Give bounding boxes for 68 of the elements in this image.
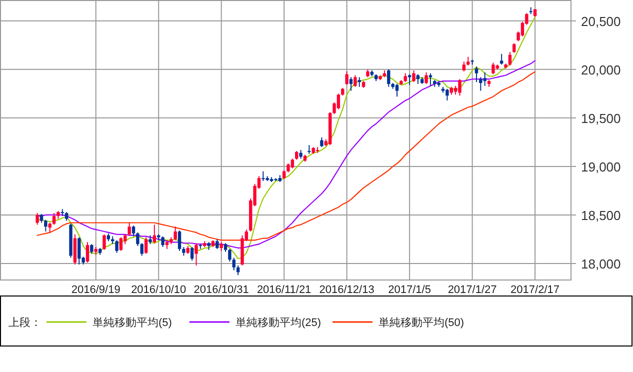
candlestick <box>446 88 449 101</box>
candlestick <box>500 53 504 66</box>
candlestick <box>140 242 144 256</box>
legend-label: 単純移動平均(25) <box>236 317 322 329</box>
candlestick <box>44 219 48 232</box>
candlestick <box>115 240 118 254</box>
candlestick <box>416 74 420 84</box>
y-tick-label: 18,500 <box>581 208 621 223</box>
candlestick <box>412 70 416 83</box>
y-tick-label: 20,000 <box>581 62 621 78</box>
candlestick <box>336 93 340 110</box>
candlestick <box>483 72 486 86</box>
candlestick <box>320 136 324 148</box>
candlestick <box>161 236 164 248</box>
candlestick <box>194 242 198 266</box>
candlestick <box>48 222 52 233</box>
candlestick <box>458 78 462 96</box>
y-tick-label: 20,500 <box>581 14 621 29</box>
candlestick <box>262 170 265 182</box>
x-tick-label: 2016/9/19 <box>71 284 120 296</box>
candlestick <box>216 238 219 250</box>
candlestick <box>492 62 495 75</box>
y-tick-label: 18,000 <box>581 256 621 272</box>
candlestick <box>86 242 90 264</box>
x-tick-label: 2016/10/10 <box>131 284 186 296</box>
candlestick <box>132 225 136 237</box>
candlestick <box>395 83 399 98</box>
candlestick <box>52 212 56 226</box>
candlestick <box>349 76 353 92</box>
candlestick <box>387 68 390 88</box>
candlestick <box>290 158 294 169</box>
candlestick <box>128 222 131 236</box>
candlestick <box>479 76 482 92</box>
candlestick <box>136 232 140 247</box>
candlestick <box>190 246 194 262</box>
y-tick-label: 19,500 <box>581 110 621 126</box>
x-tick-label: 2016/10/31 <box>194 284 249 296</box>
x-tick-label: 2016/12/13 <box>319 284 374 296</box>
candlestick <box>512 42 516 54</box>
candlestick <box>408 74 412 86</box>
candlestick <box>508 51 512 66</box>
legend-label: 単純移動平均(5) <box>92 317 172 329</box>
candlestick <box>119 236 123 252</box>
candlestick <box>308 144 311 154</box>
x-tick-label: 2017/1/5 <box>388 284 431 296</box>
candlestick <box>90 244 94 254</box>
candlestick <box>354 74 357 88</box>
x-tick-label: 2017/2/17 <box>510 284 560 296</box>
candlestick <box>345 70 348 86</box>
legend-label: 単純移動平均(50) <box>378 317 464 329</box>
candlestick <box>144 236 148 254</box>
candlestick <box>228 248 232 262</box>
candlestick <box>358 76 361 88</box>
candlestick <box>428 72 432 86</box>
candlestick <box>462 61 466 72</box>
candlestick <box>78 236 81 265</box>
candlestick <box>424 72 428 84</box>
candlestick <box>474 66 478 83</box>
x-tick-label: 2016/11/21 <box>256 284 312 296</box>
candlestick <box>36 212 39 226</box>
candlestick <box>174 226 177 241</box>
candlestick <box>152 224 156 244</box>
x-tick-label: 2017/1/27 <box>448 284 497 296</box>
y-tick-label: 19,000 <box>581 159 621 174</box>
candlestick <box>102 234 106 250</box>
candlestick <box>232 257 236 271</box>
candlestick <box>178 230 182 252</box>
legend-title: 上段： <box>8 316 42 329</box>
